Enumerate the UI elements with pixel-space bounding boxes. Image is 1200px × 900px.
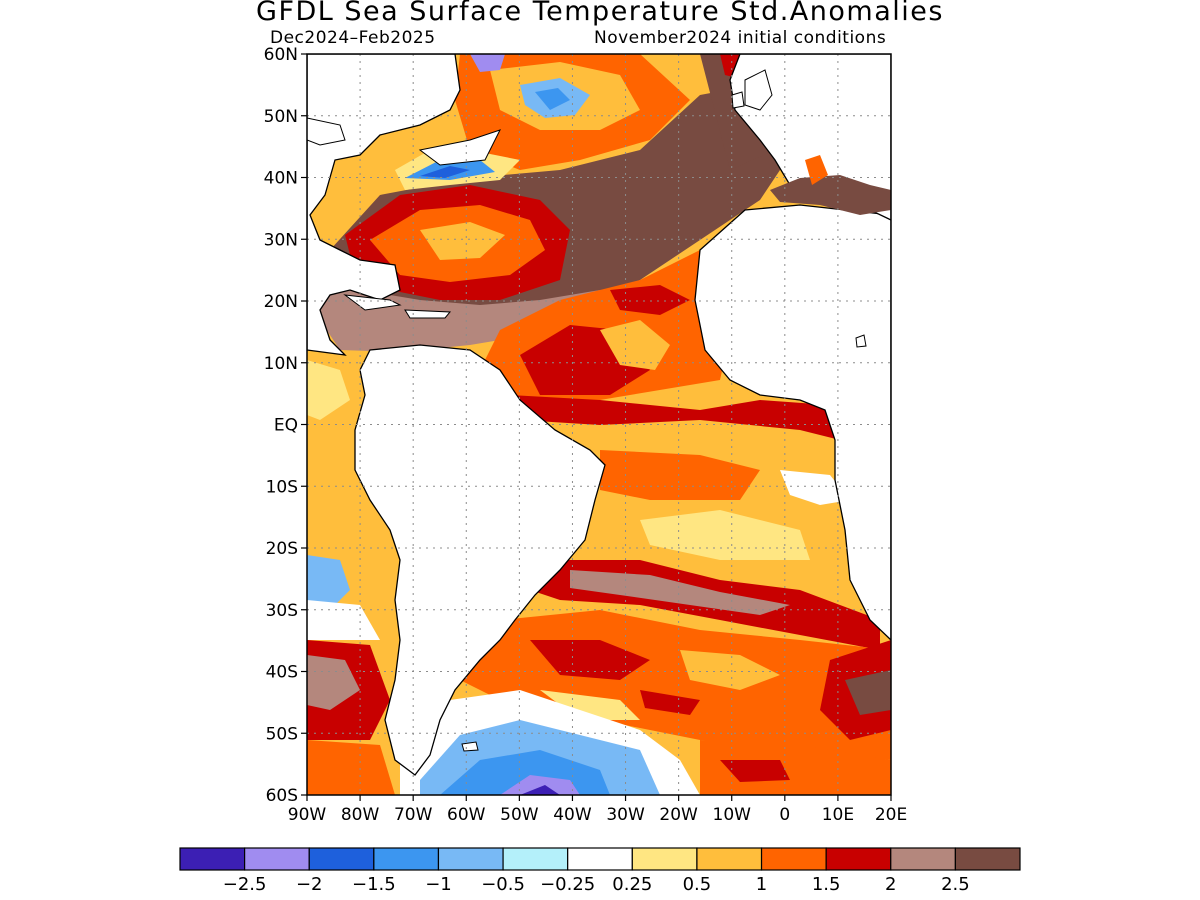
lon-tick-label: 80W <box>341 805 380 825</box>
colorbar-swatch <box>437 847 504 871</box>
lon-tick-label: 20E <box>875 805 907 825</box>
lat-tick-label: 30S <box>266 601 298 621</box>
lat-tick-label: 50N <box>264 107 298 127</box>
lat-tick-label: EQ <box>274 416 298 436</box>
colorbar-tick-label: −1 <box>425 874 452 895</box>
lat-tick-label: 10S <box>266 477 298 497</box>
lat-tick-label: 60S <box>266 786 298 806</box>
colorbar-tick-label: 2 <box>885 874 896 895</box>
colorbar-swatch <box>502 847 569 871</box>
colorbar-tick-label: 0.25 <box>612 874 652 895</box>
colorbar-swatch <box>825 847 892 871</box>
colorbar-swatch <box>308 847 375 871</box>
colorbar-tick-label: −2.5 <box>223 874 267 895</box>
colorbar-swatch <box>954 847 1021 871</box>
latitude-axis: 60N 50N 40N 30N 20N 10N EQ 10S 20S 30S 40S 50S 60S <box>264 45 307 806</box>
lat-tick-label: 40S <box>266 663 298 683</box>
colorbar-swatch <box>760 847 827 871</box>
initial-conditions: November2024 initial conditions <box>594 28 887 48</box>
lon-tick-label: 10W <box>713 805 752 825</box>
colorbar-tick-label: −0.25 <box>540 874 595 895</box>
lat-tick-label: 50S <box>266 724 298 744</box>
colorbar-swatch <box>567 847 633 871</box>
colorbar-tick-label: −0.5 <box>481 874 525 895</box>
colorbar-swatch <box>631 847 698 871</box>
lon-tick-label: 10E <box>822 805 854 825</box>
lat-tick-label: 20N <box>264 292 298 312</box>
lon-tick-label: 20W <box>659 805 698 825</box>
anomaly-field <box>307 54 891 795</box>
lat-tick-label: 30N <box>264 230 298 250</box>
lon-tick-label: 40W <box>553 805 592 825</box>
colorbar-tick-label: 1.5 <box>812 874 841 895</box>
lat-tick-label: 60N <box>264 45 298 65</box>
lon-tick-label: 30W <box>606 805 645 825</box>
forecast-season: Dec2024–Feb2025 <box>270 28 436 48</box>
lat-tick-label: 20S <box>266 539 298 559</box>
colorbar-swatch <box>696 847 763 871</box>
graticule <box>307 54 891 795</box>
lon-tick-label: 90W <box>288 805 327 825</box>
colorbar-swatch <box>179 847 246 871</box>
colorbar-swatch <box>244 847 310 871</box>
colorbar-tick-label: 1 <box>756 874 767 895</box>
lon-tick-label: 70W <box>394 805 433 825</box>
map-title: GFDL Sea Surface Temperature Std.Anomali… <box>256 0 944 27</box>
colorbar-tick-label: −2 <box>296 874 323 895</box>
colorbar-swatch <box>373 847 440 871</box>
lon-tick-label: 50W <box>500 805 539 825</box>
colorbar-tick-label: −1.5 <box>352 874 396 895</box>
longitude-axis: 90W 80W 70W 60W 50W 40W 30W 20W 10W 0 10E 20E <box>288 795 907 825</box>
colorbar-tick-label: 2.5 <box>941 874 970 895</box>
colorbar-tick-label: 0.5 <box>683 874 712 895</box>
lon-tick-label: 60W <box>447 805 486 825</box>
lat-tick-label: 40N <box>264 169 298 189</box>
colorbar-swatch <box>890 847 956 871</box>
colorbar <box>179 847 1021 871</box>
lat-tick-label: 10N <box>264 354 298 374</box>
lon-tick-label: 0 <box>779 805 790 825</box>
colorbar-labels: −2.5 −2 −1.5 −1 −0.5 −0.25 0.25 0.5 1 1.5 2 2.5 <box>223 874 970 895</box>
